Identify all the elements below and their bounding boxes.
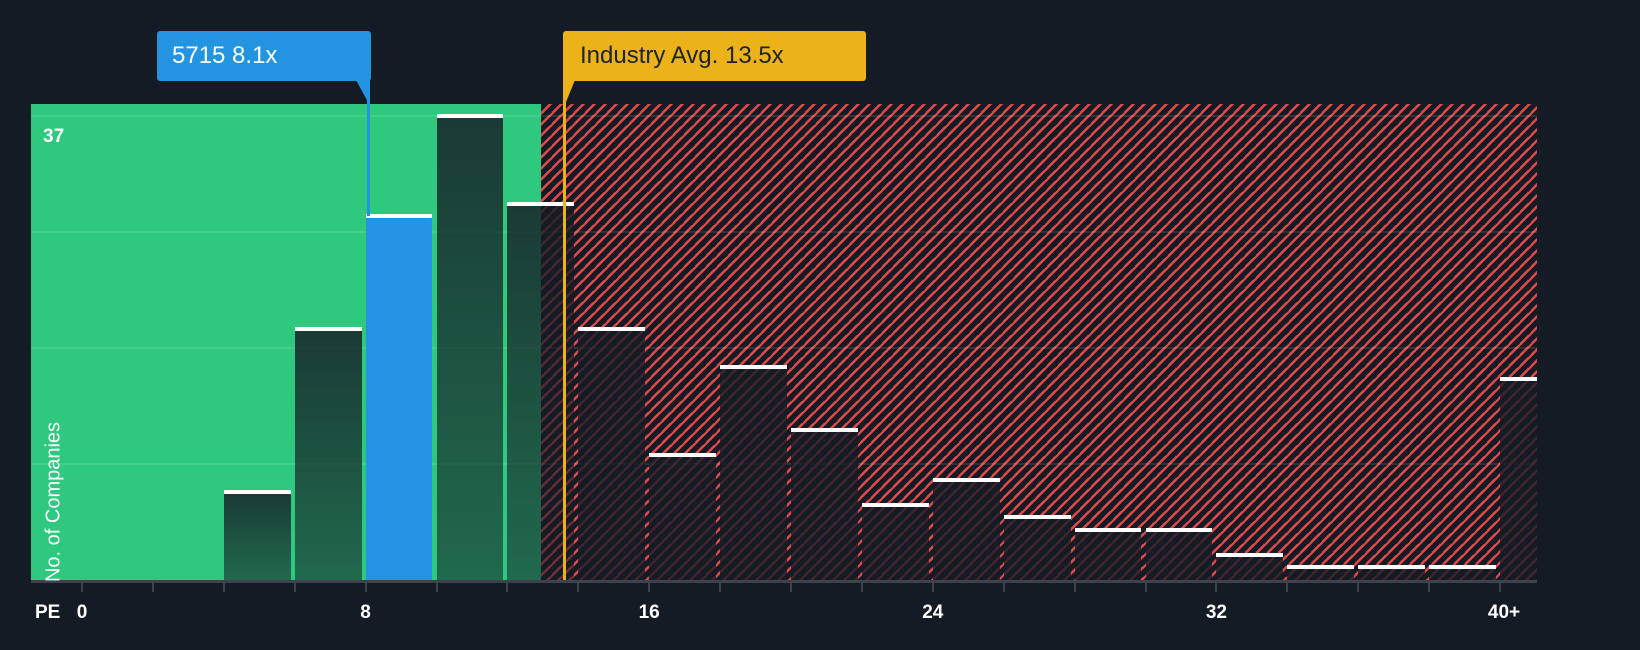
x-axis-tick	[506, 583, 509, 592]
bar-top-cap	[578, 327, 646, 332]
x-axis-tick-label: 0	[76, 602, 88, 623]
histogram-bar[interactable]	[436, 114, 504, 580]
x-axis-tick	[81, 583, 83, 592]
bar-top-cap	[932, 477, 1000, 482]
x-axis-tick	[1073, 583, 1076, 592]
x-axis-tick-label: 8	[360, 602, 371, 623]
bar-top-cap	[436, 114, 504, 118]
histogram-bar[interactable]	[1003, 515, 1071, 580]
gridline	[31, 115, 1537, 117]
industry-callout-pointer	[566, 80, 575, 102]
x-axis-tick	[222, 583, 225, 592]
bar-top-cap	[1358, 565, 1426, 570]
histogram-bar[interactable]	[1216, 552, 1284, 580]
bar-top-cap	[1429, 565, 1496, 570]
x-axis-tick	[1215, 583, 1218, 592]
industry-average-marker-line	[563, 60, 566, 580]
bar-top-cap	[507, 201, 575, 206]
company-callout-pointer	[356, 80, 369, 102]
x-axis-tick	[293, 583, 296, 592]
plot-area	[31, 104, 1537, 580]
x-axis-tick	[435, 583, 438, 592]
company-pe-label: 5715 8.1x	[172, 42, 278, 69]
bar-top-cap	[294, 327, 362, 332]
histogram-bar[interactable]	[1074, 527, 1142, 580]
histogram-bar[interactable]	[649, 452, 717, 580]
histogram-bar[interactable]	[1358, 565, 1426, 580]
bar-top-cap	[720, 364, 787, 369]
bar-top-cap	[1287, 565, 1355, 570]
histogram-bar[interactable]	[1429, 565, 1496, 580]
industry-average-callout[interactable]: Industry Avg. 13.5x	[563, 31, 866, 81]
industry-average-label: Industry Avg. 13.5x	[580, 42, 784, 69]
x-axis-tick	[577, 583, 580, 592]
x-axis-tick	[364, 583, 367, 592]
bar-top-cap	[365, 214, 433, 219]
histogram-bar[interactable]	[578, 327, 646, 580]
histogram-bar[interactable]	[861, 502, 929, 580]
bar-top-cap	[1216, 552, 1284, 557]
histogram-bar[interactable]	[791, 427, 858, 580]
y-max-label: 37	[43, 126, 65, 147]
histogram-bar[interactable]	[223, 490, 291, 580]
x-axis-tick	[1428, 583, 1431, 592]
gridline	[31, 231, 1537, 233]
x-axis-tick	[719, 583, 722, 592]
histogram-bar[interactable]	[294, 327, 362, 580]
x-axis-tick-label: 40+	[1487, 602, 1521, 623]
x-axis-tick-label: 24	[922, 602, 944, 623]
histogram-bar[interactable]	[1500, 377, 1537, 580]
bar-top-cap	[791, 427, 858, 432]
x-axis-tick-label: 16	[638, 602, 660, 623]
y-axis-title: No. of Companies	[42, 421, 65, 583]
histogram-bar[interactable]	[932, 477, 1000, 580]
x-axis-tick	[1286, 583, 1289, 592]
x-axis-tick	[151, 583, 154, 592]
x-axis-tick	[1357, 583, 1360, 592]
bar-top-cap	[1145, 527, 1213, 532]
x-axis-tick	[1002, 583, 1005, 592]
x-axis-tick	[790, 583, 792, 592]
bar-top-cap	[1003, 515, 1071, 520]
gridline	[31, 347, 1537, 349]
histogram-bar[interactable]	[720, 364, 787, 580]
above-industry-zone	[541, 104, 1537, 580]
bar-top-cap	[1500, 377, 1537, 382]
x-axis-title: PE	[35, 602, 61, 623]
histogram-bar[interactable]	[1145, 527, 1213, 580]
x-axis-tick-label: 32	[1205, 602, 1227, 623]
bar-top-cap	[649, 452, 717, 457]
company-bin-bar[interactable]	[365, 214, 433, 580]
x-axis-tick	[1144, 583, 1147, 592]
x-axis-tick	[648, 583, 651, 592]
x-axis-tick	[860, 583, 863, 592]
x-axis-line	[31, 580, 1537, 583]
x-axis-tick	[931, 583, 934, 592]
bar-top-cap	[1074, 527, 1142, 532]
bar-top-cap	[861, 502, 929, 507]
company-marker-line	[367, 60, 371, 216]
x-axis-tick	[1499, 583, 1501, 592]
company-pe-callout[interactable]: 5715 8.1x	[157, 31, 372, 81]
bar-top-cap	[223, 490, 291, 495]
histogram-bar[interactable]	[1287, 565, 1355, 580]
